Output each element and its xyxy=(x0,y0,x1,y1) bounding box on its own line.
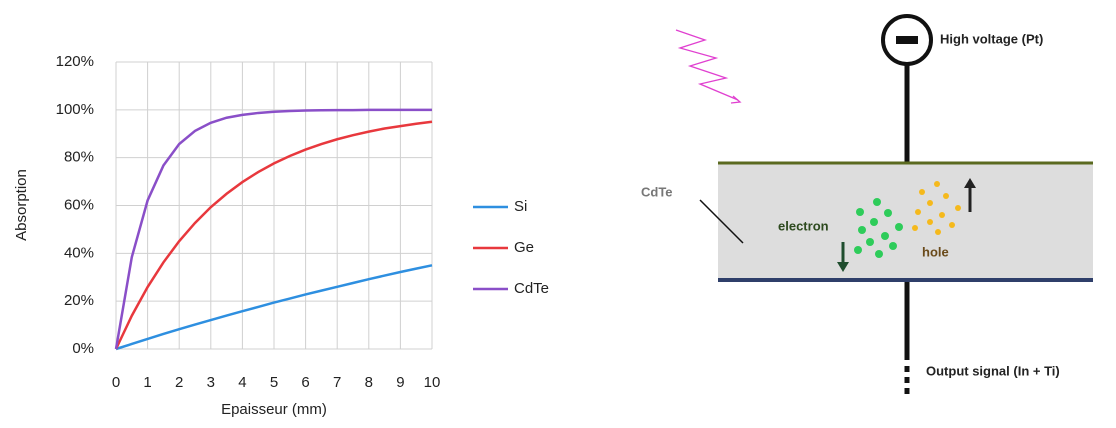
legend-label: Ge xyxy=(514,239,534,256)
electron-arrow-head xyxy=(837,262,849,272)
x-tick-label: 5 xyxy=(270,374,278,391)
minus-sign xyxy=(896,36,918,44)
y-tick-label: 80% xyxy=(64,149,94,166)
legend-label: CdTe xyxy=(514,280,549,297)
y-tick-label: 40% xyxy=(64,244,94,261)
x-tick-label: 1 xyxy=(143,374,151,391)
x-tick-label: 6 xyxy=(301,374,309,391)
y-tick-label: 120% xyxy=(56,53,94,70)
x-tick-label: 2 xyxy=(175,374,183,391)
hole-arrow-head xyxy=(964,178,976,188)
y-axis-label: Absorption xyxy=(13,169,30,241)
cdte-crystal xyxy=(718,163,1093,280)
electron-label: electron xyxy=(778,218,829,233)
diagram: High voltage (Pt) CdTe electron hole Out… xyxy=(641,14,1093,396)
x-tick-label: 9 xyxy=(396,374,404,391)
y-tick-label: 60% xyxy=(64,196,94,213)
photon-head xyxy=(730,95,742,104)
x-tick-label: 7 xyxy=(333,374,341,391)
x-tick-label: 0 xyxy=(112,374,120,391)
y-tick-label: 0% xyxy=(72,340,94,357)
series-line xyxy=(114,120,433,350)
legend-label: Si xyxy=(514,198,527,215)
holes xyxy=(912,181,961,235)
x-tick-label: 4 xyxy=(238,374,246,391)
y-tick-label: 20% xyxy=(64,292,94,309)
hole-label: hole xyxy=(922,244,949,259)
cdte-label: CdTe xyxy=(641,184,673,199)
photon xyxy=(675,29,739,101)
y-tick-label: 100% xyxy=(56,101,94,118)
x-tick-label: 3 xyxy=(207,374,215,391)
high-voltage-label: High voltage (Pt) xyxy=(940,31,1043,46)
output-label: Output signal (In + Ti) xyxy=(926,363,1060,378)
x-tick-label: 10 xyxy=(424,374,441,391)
electrons xyxy=(854,198,903,258)
pointer xyxy=(699,199,744,244)
x-axis-label: Epaisseur (mm) xyxy=(221,401,327,418)
x-tick-label: 8 xyxy=(365,374,373,391)
series-line xyxy=(114,108,432,350)
series-line xyxy=(115,264,433,351)
